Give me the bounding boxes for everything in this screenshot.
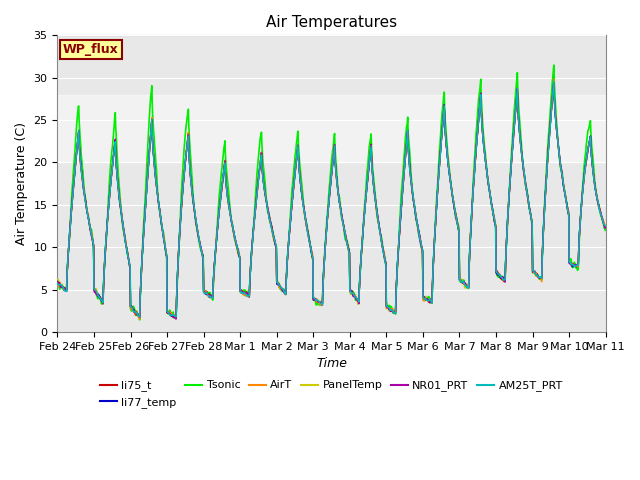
Title: Air Temperatures: Air Temperatures xyxy=(266,15,397,30)
Text: WP_flux: WP_flux xyxy=(63,43,118,56)
X-axis label: Time: Time xyxy=(316,357,347,370)
Bar xyxy=(58,95,605,162)
Y-axis label: Air Temperature (C): Air Temperature (C) xyxy=(15,122,28,245)
Legend: li75_t, li77_temp, Tsonic, AirT, PanelTemp, NR01_PRT, AM25T_PRT: li75_t, li77_temp, Tsonic, AirT, PanelTe… xyxy=(96,376,567,412)
